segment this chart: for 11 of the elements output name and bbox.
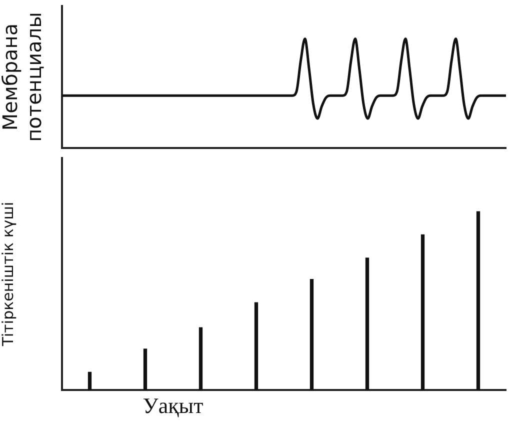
bar xyxy=(198,327,203,390)
x-axis-title: Уақыт xyxy=(142,392,204,418)
bar xyxy=(310,279,314,390)
bar xyxy=(88,372,92,390)
y-axis-title: Мембрана потенциалы xyxy=(0,12,46,142)
bar xyxy=(476,211,480,390)
bar xyxy=(254,302,258,390)
bar xyxy=(143,348,148,390)
bar xyxy=(365,258,370,390)
y-axis-title: Тітіркеніштік күші xyxy=(0,202,17,348)
bar xyxy=(420,234,425,390)
